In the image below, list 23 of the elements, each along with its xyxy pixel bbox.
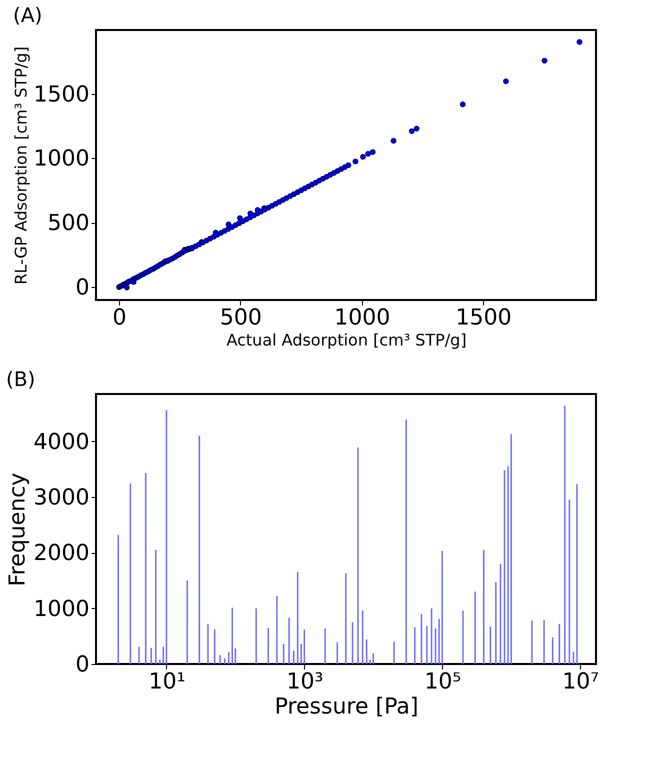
y-axis-title: RL-GP Adsorption [cm³ STP/g]: [12, 46, 31, 285]
x-axis-title: Pressure [Pa]: [274, 694, 418, 720]
y-tick-label: 1000: [34, 146, 90, 172]
chart-title: (A): [13, 3, 42, 27]
y-tick-label: 2000: [34, 541, 90, 566]
y-axis-title: Frequency: [6, 472, 31, 586]
chart-title: (B): [6, 367, 36, 391]
y-tick-label: 0: [76, 652, 90, 678]
x-tick-label: 1000: [334, 306, 390, 330]
x-tick-label: 1500: [456, 306, 512, 330]
x-tick-label: 10³: [286, 670, 324, 694]
x-tick-label: 10¹: [148, 670, 186, 694]
y-tick-label: 1500: [34, 82, 90, 108]
y-tick-label: 1000: [34, 596, 90, 622]
y-tick-label: 0: [76, 276, 90, 301]
x-tick-label: 0: [112, 306, 127, 330]
y-tick-label: 500: [48, 211, 90, 236]
y-tick-label: 3000: [34, 485, 90, 510]
x-tick-label: 10⁵: [424, 670, 462, 694]
x-axis-title: Actual Adsorption [cm³ STP/g]: [226, 330, 467, 350]
y-tick-label: 4000: [34, 430, 90, 455]
x-tick-label: 10⁷: [562, 670, 600, 694]
x-tick-label: 500: [220, 306, 262, 330]
